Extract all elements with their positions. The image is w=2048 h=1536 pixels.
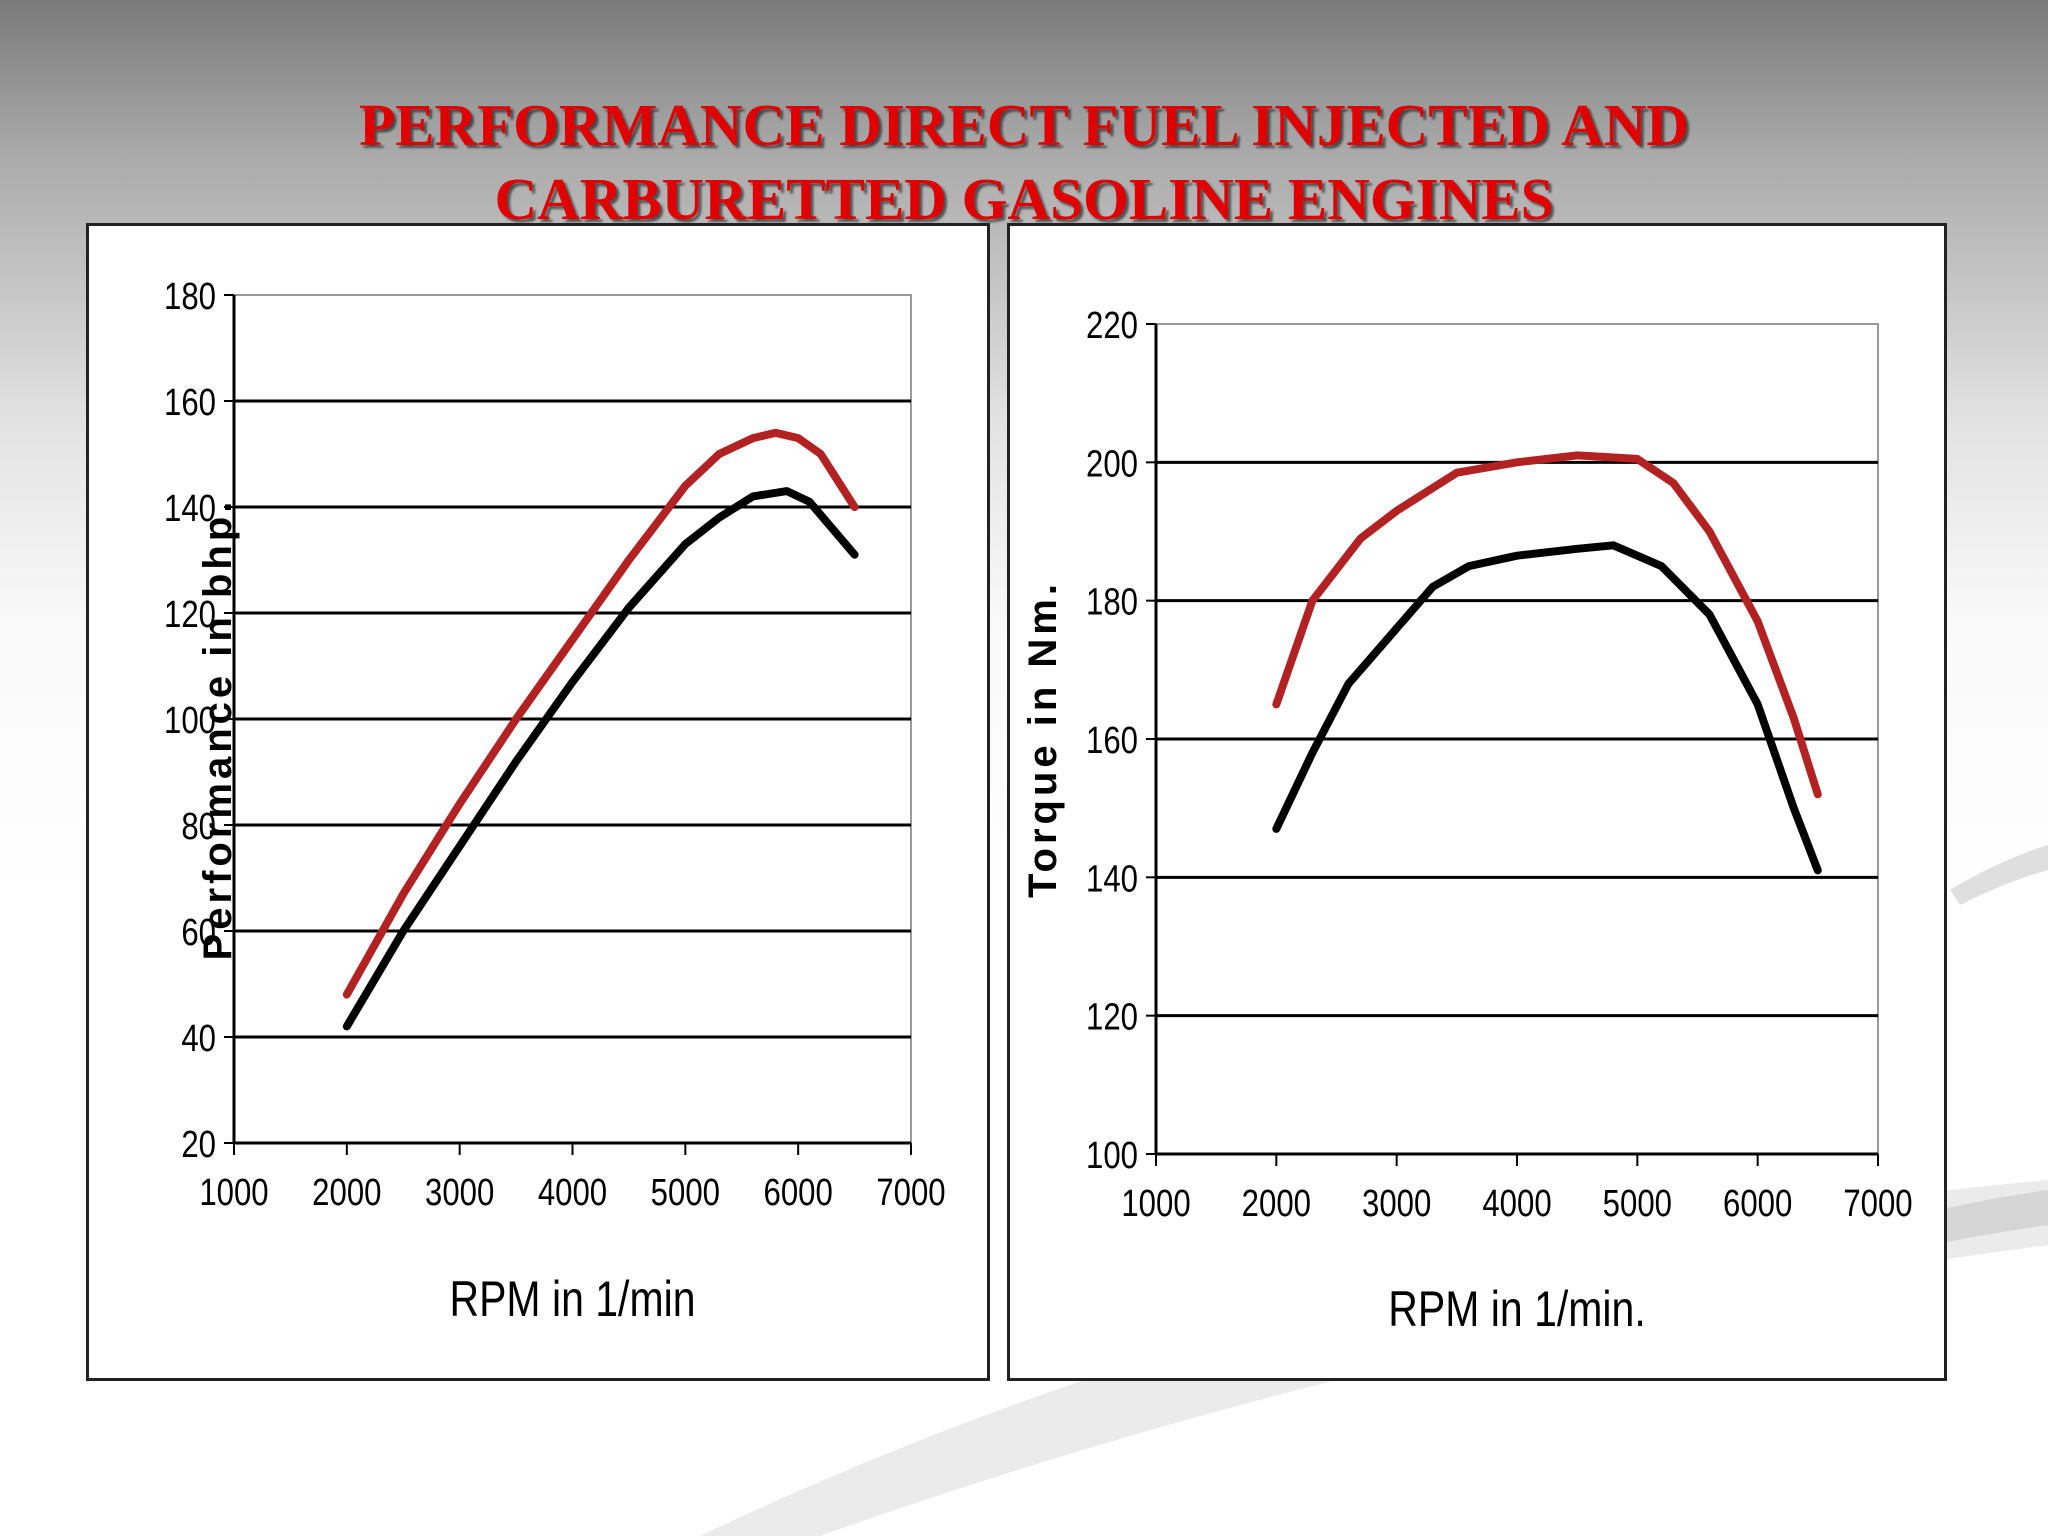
power-x-tick-label: 1000 <box>199 1172 268 1214</box>
torque-chart-panel: 100 120 140 160 180 200 220 1000 2000 3000 4000 500… <box>1007 223 1947 1381</box>
power-y-tick-label: 140 <box>164 488 216 530</box>
torque-x-tick-label: 6000 <box>1723 1183 1792 1225</box>
torque-x-tick-label: 1000 <box>1121 1183 1190 1225</box>
power-x-tick-label: 4000 <box>538 1172 607 1214</box>
power-series-line-2 <box>342 487 859 1031</box>
torque-y-tick-label: 140 <box>1086 859 1138 901</box>
power-y-tick-label: 160 <box>164 382 216 424</box>
torque-y-tick-label: 180 <box>1086 582 1138 624</box>
torque-y-tick-label: 120 <box>1086 997 1138 1039</box>
power-y-tick-label: 100 <box>164 700 216 742</box>
torque-x-tick-label: 5000 <box>1603 1183 1672 1225</box>
torque-y-tick-label: 160 <box>1086 720 1138 762</box>
torque-x-tick-label: 3000 <box>1362 1183 1431 1225</box>
power-x-tick-label: 3000 <box>425 1172 494 1214</box>
power-y-tick-label: 20 <box>181 1124 216 1166</box>
torque-x-tick-label: 7000 <box>1843 1183 1912 1225</box>
torque-y-tick-label: 100 <box>1086 1135 1138 1177</box>
power-y-tick-label: 80 <box>181 806 216 848</box>
torque-x-axis-label: RPM in 1/min. <box>1388 1281 1645 1337</box>
torque-y-tick-label: 220 <box>1086 305 1138 347</box>
torque-y-axis-label: Torque in Nm. <box>1021 580 1065 898</box>
power-x-tick-label: 7000 <box>876 1172 945 1214</box>
torque-x-tick-label: 4000 <box>1482 1183 1551 1225</box>
power-y-tick-label: 120 <box>164 594 216 636</box>
power-y-tick-label: 180 <box>164 276 216 318</box>
power-y-tick-label: 40 <box>181 1018 216 1060</box>
torque-x-tick-label: 2000 <box>1242 1183 1311 1225</box>
power-x-tick-label: 6000 <box>764 1172 833 1214</box>
torque-series-line-1 <box>1272 451 1822 799</box>
slide-title-line-1: PERFORMANCE DIRECT FUEL INJECTED AND <box>359 91 1689 158</box>
power-x-tick-label: 5000 <box>651 1172 720 1214</box>
power-chart: 20 40 60 80 100 120 140 160 180 1000 2000 3000 4000 5… <box>164 276 946 1327</box>
torque-y-tick-label: 200 <box>1086 444 1138 486</box>
torque-chart: 100 120 140 160 180 200 220 1000 2000 3000 4000 500… <box>1021 305 1913 1337</box>
torque-series-line-2 <box>1272 541 1822 875</box>
power-chart-panel: 20 40 60 80 100 120 140 160 180 1000 2000 3000 4000 5… <box>86 223 990 1381</box>
power-y-axis-label: Performance in bhp. <box>196 498 240 961</box>
power-x-axis-label: RPM in 1/min <box>449 1271 695 1327</box>
slide-title-line-2: CARBURETTED GASOLINE ENGINES <box>494 165 1554 232</box>
power-series-line-1 <box>342 428 859 999</box>
slide-title: PERFORMANCE DIRECT FUEL INJECTED AND CAR… <box>0 88 2048 236</box>
power-y-tick-label: 60 <box>181 912 216 954</box>
power-x-tick-label: 2000 <box>312 1172 381 1214</box>
